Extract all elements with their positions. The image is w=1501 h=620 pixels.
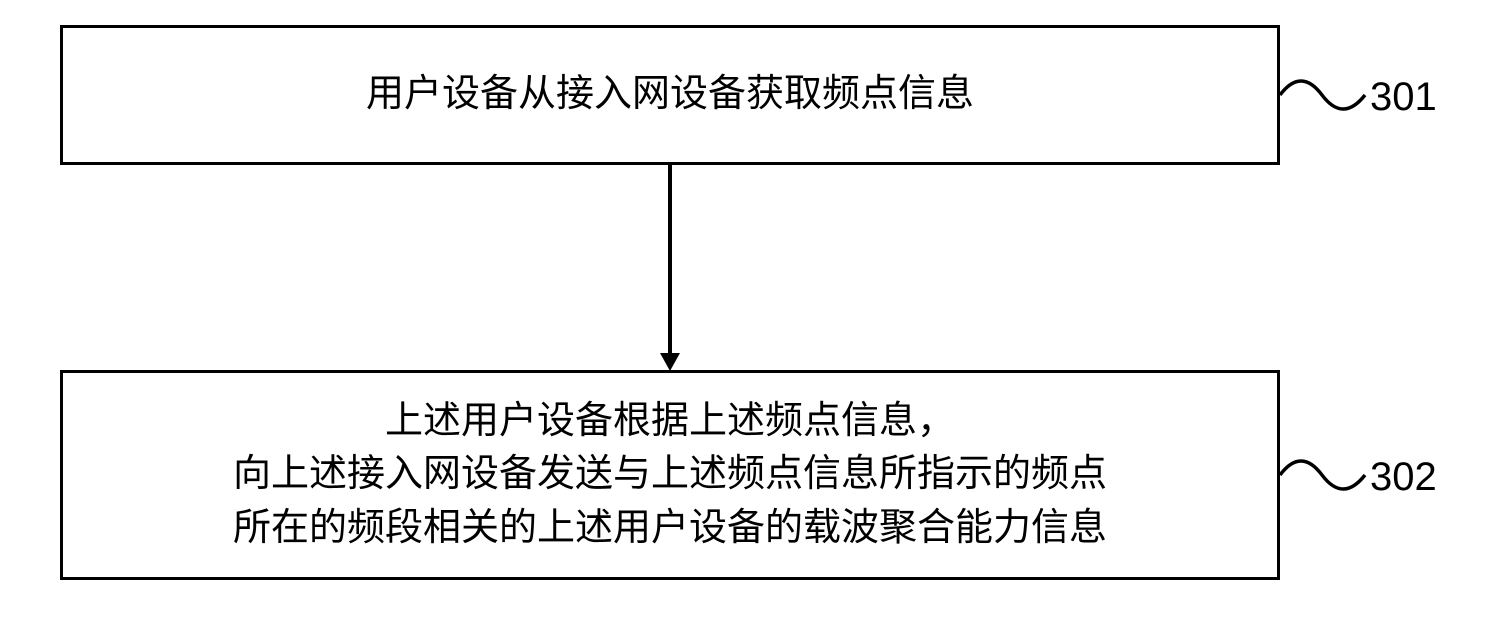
flowchart-step-2: 上述用户设备根据上述频点信息， 向上述接入网设备发送与上述频点信息所指示的频点 … bbox=[60, 370, 1280, 580]
flowchart-step-1: 用户设备从接入网设备获取频点信息 bbox=[60, 25, 1280, 165]
step-2-label: 302 bbox=[1370, 455, 1437, 500]
flowchart-container: 用户设备从接入网设备获取频点信息 301 上述用户设备根据上述频点信息， 向上述… bbox=[0, 0, 1501, 620]
connector-wave-2 bbox=[1280, 445, 1370, 505]
arrow-line-1 bbox=[668, 165, 672, 353]
step-1-text: 用户设备从接入网设备获取频点信息 bbox=[366, 68, 974, 121]
arrow-head-1 bbox=[660, 353, 680, 371]
step-2-text: 上述用户设备根据上述频点信息， 向上述接入网设备发送与上述频点信息所指示的频点 … bbox=[233, 395, 1107, 555]
step-1-label: 301 bbox=[1370, 75, 1437, 120]
connector-wave-1 bbox=[1280, 65, 1370, 125]
